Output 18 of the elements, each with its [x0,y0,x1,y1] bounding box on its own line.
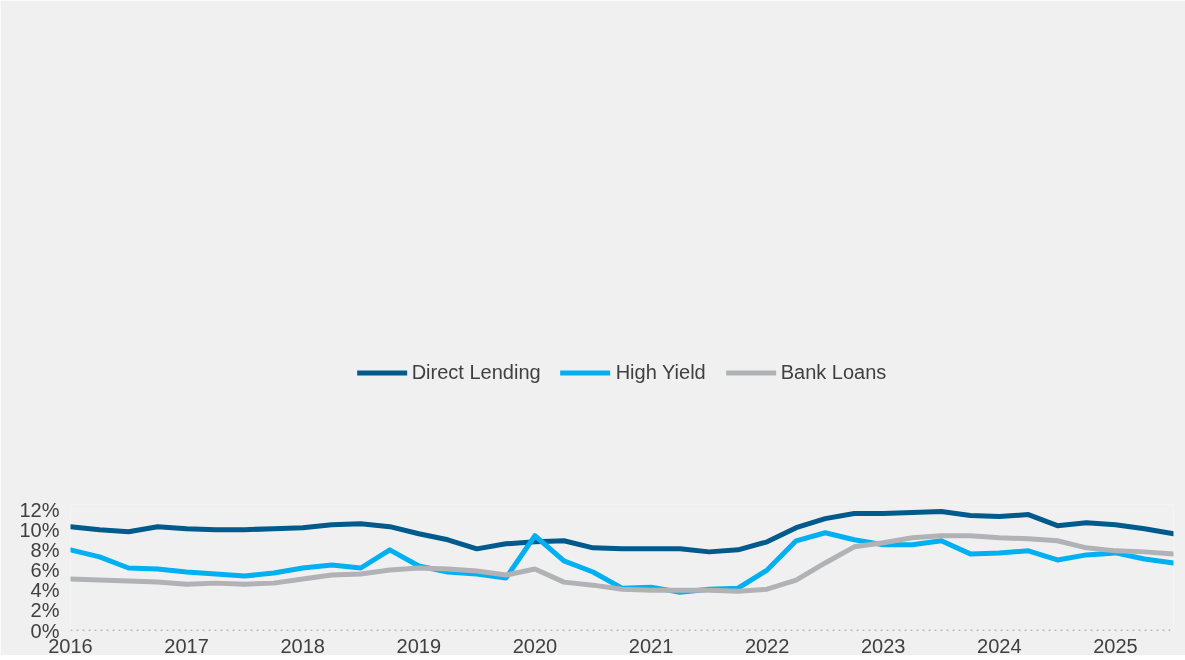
y-tick-label: 10% [19,518,60,541]
legend-label: Direct Lending [411,360,541,384]
legend-label: High Yield [615,360,706,384]
x-tick-label: 2018 [280,634,325,657]
legend-label: Bank Loans [780,360,887,384]
y-tick-label: 2% [30,599,60,622]
x-tick-label: 2024 [977,634,1022,657]
x-tick-label: 2017 [164,634,209,657]
x-tick-label: 2023 [860,634,906,657]
x-tick-label: 2020 [512,634,558,657]
x-tick-label: 2022 [744,634,790,657]
y-tick-label: 6% [30,559,60,582]
y-tick-label: 12% [19,498,60,521]
y-tick-label: 4% [30,579,60,602]
y-tick-label: 8% [30,538,60,561]
x-tick-label: 2019 [396,634,442,657]
x-tick-label: 2025 [1093,634,1138,657]
x-tick-label: 2021 [628,634,674,657]
